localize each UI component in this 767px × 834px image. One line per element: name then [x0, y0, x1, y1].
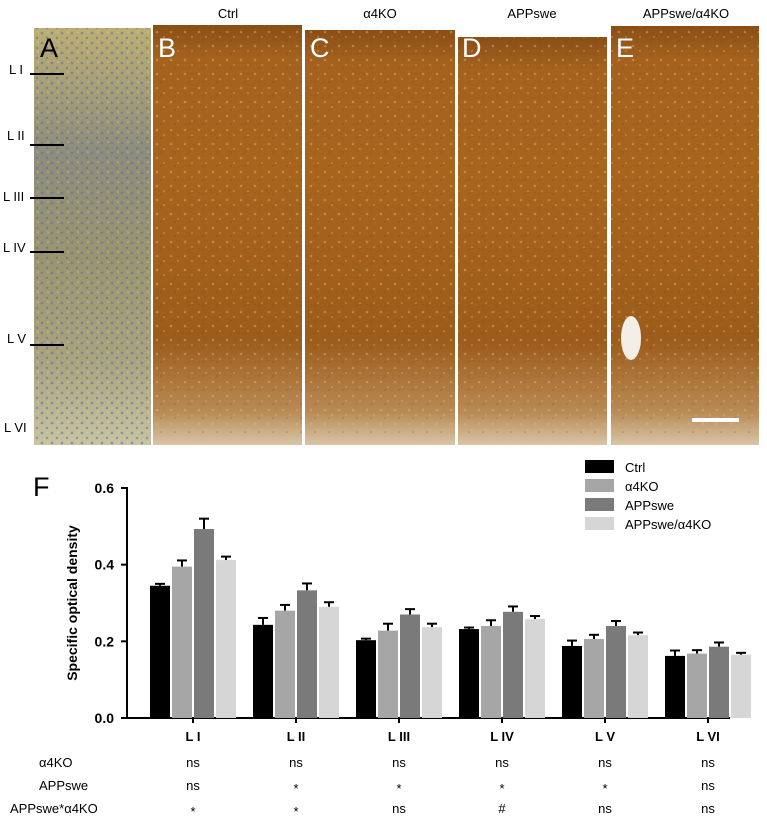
stats-table: α4KO ns ns ns ns ns ns APPswe ns * * * * ns APPswe*α4K… — [10, 755, 715, 819]
x-tick-label: L VI — [696, 729, 720, 744]
x-tick-label: L I — [186, 729, 201, 744]
legend-label: APPswe — [625, 498, 674, 513]
panel-d-appswe — [458, 37, 607, 445]
bar — [709, 646, 729, 718]
stats-cell: ns — [289, 755, 303, 770]
stats-cell: ns — [392, 801, 406, 816]
stats-cell: * — [396, 781, 401, 796]
column-title-a4ko: α4KO — [363, 6, 397, 21]
bar — [525, 619, 545, 718]
legend-swatch — [585, 517, 614, 530]
layer-label-l2: L II — [7, 128, 25, 143]
stats-cell: ns — [186, 755, 200, 770]
stats-cell: ns — [701, 778, 715, 793]
legend-label: α4KO — [625, 479, 659, 494]
stats-cell: ns — [598, 801, 612, 816]
stats-cell: * — [190, 804, 195, 819]
x-tick-label: L IV — [490, 729, 514, 744]
micrograph-row: A B C D E Ctrl α4KO APPswe APPswe/α4KO L… — [3, 6, 759, 445]
tissue-lesion — [621, 316, 641, 360]
layer-label-l6: L VI — [4, 420, 27, 435]
stats-cell: ns — [495, 755, 509, 770]
panel-a-nissl — [34, 28, 151, 445]
panel-b-ctrl — [153, 25, 302, 445]
bar — [731, 654, 751, 718]
stats-cell: * — [293, 804, 298, 819]
y-axis-ticks: 0.0 0.2 0.4 0.6 — [95, 480, 127, 726]
layer-label-l3: L III — [3, 189, 24, 204]
stats-row-label: α4KO — [39, 755, 73, 770]
bar — [194, 529, 214, 718]
bar — [253, 624, 273, 718]
bar — [584, 639, 604, 718]
stats-row-label: APPswe*α4KO — [10, 801, 98, 816]
y-tick-label: 0.4 — [95, 557, 115, 573]
column-title-ctrl: Ctrl — [218, 6, 238, 21]
stats-cell: * — [602, 781, 607, 796]
panel-letter-c: C — [310, 33, 330, 63]
stats-row-label: APPswe — [39, 778, 88, 793]
column-title-appswe-a4ko: APPswe/α4KO — [643, 6, 729, 21]
column-title-appswe: APPswe — [507, 6, 556, 21]
panel-c-a4ko — [305, 30, 455, 445]
panel-e-appswe-a4ko — [611, 26, 759, 445]
bar — [606, 626, 626, 718]
y-tick-label: 0.0 — [95, 710, 115, 726]
bar — [422, 627, 442, 718]
bars — [150, 517, 751, 718]
stats-cell: ns — [701, 801, 715, 816]
stats-cell: ns — [701, 755, 715, 770]
panel-letter-f: F — [33, 472, 50, 502]
bar — [216, 560, 236, 718]
bar — [481, 626, 501, 718]
legend-label: Ctrl — [625, 460, 645, 475]
bar — [150, 585, 170, 718]
panel-letter-d: D — [462, 33, 482, 63]
bar — [503, 611, 523, 718]
y-tick-label: 0.2 — [95, 633, 115, 649]
x-tick-label: L II — [287, 729, 306, 744]
bar — [172, 566, 192, 718]
bar-chart: Specific optical density 0.0 0.2 0.4 0.6 L … — [64, 480, 751, 744]
x-tick-label: L V — [595, 729, 615, 744]
legend-swatch — [585, 460, 614, 473]
layer-label-l5: L V — [7, 331, 26, 346]
stats-cell: ns — [598, 755, 612, 770]
legend-label: APPswe/α4KO — [625, 517, 711, 532]
bar — [378, 630, 398, 718]
bar — [459, 629, 479, 718]
stats-cell: * — [293, 781, 298, 796]
bar — [319, 606, 339, 718]
bar — [665, 655, 685, 718]
y-tick-label: 0.6 — [95, 480, 115, 496]
layer-label-l1: L I — [9, 62, 23, 77]
bar — [687, 653, 707, 718]
stats-cell: ns — [392, 755, 406, 770]
chart-legend: Ctrl α4KO APPswe APPswe/α4KO — [585, 460, 711, 532]
bar — [275, 610, 295, 718]
stats-cell: # — [498, 801, 506, 816]
bar — [400, 614, 420, 718]
legend-swatch — [585, 498, 614, 511]
panel-letter-b: B — [158, 33, 176, 63]
x-tick-label: L III — [388, 729, 410, 744]
bar — [628, 635, 648, 718]
bar — [356, 640, 376, 718]
layer-label-l4: L IV — [3, 240, 26, 255]
panel-letter-e: E — [616, 33, 634, 63]
x-axis-ticks: L I L II L III L IV L V L VI — [186, 718, 720, 744]
bar — [297, 590, 317, 718]
panel-letter-a: A — [40, 33, 58, 63]
stats-cell: ns — [186, 778, 200, 793]
stats-cell: * — [499, 781, 504, 796]
legend-swatch — [585, 479, 614, 492]
y-axis-label: Specific optical density — [64, 525, 80, 681]
bar — [562, 645, 582, 718]
